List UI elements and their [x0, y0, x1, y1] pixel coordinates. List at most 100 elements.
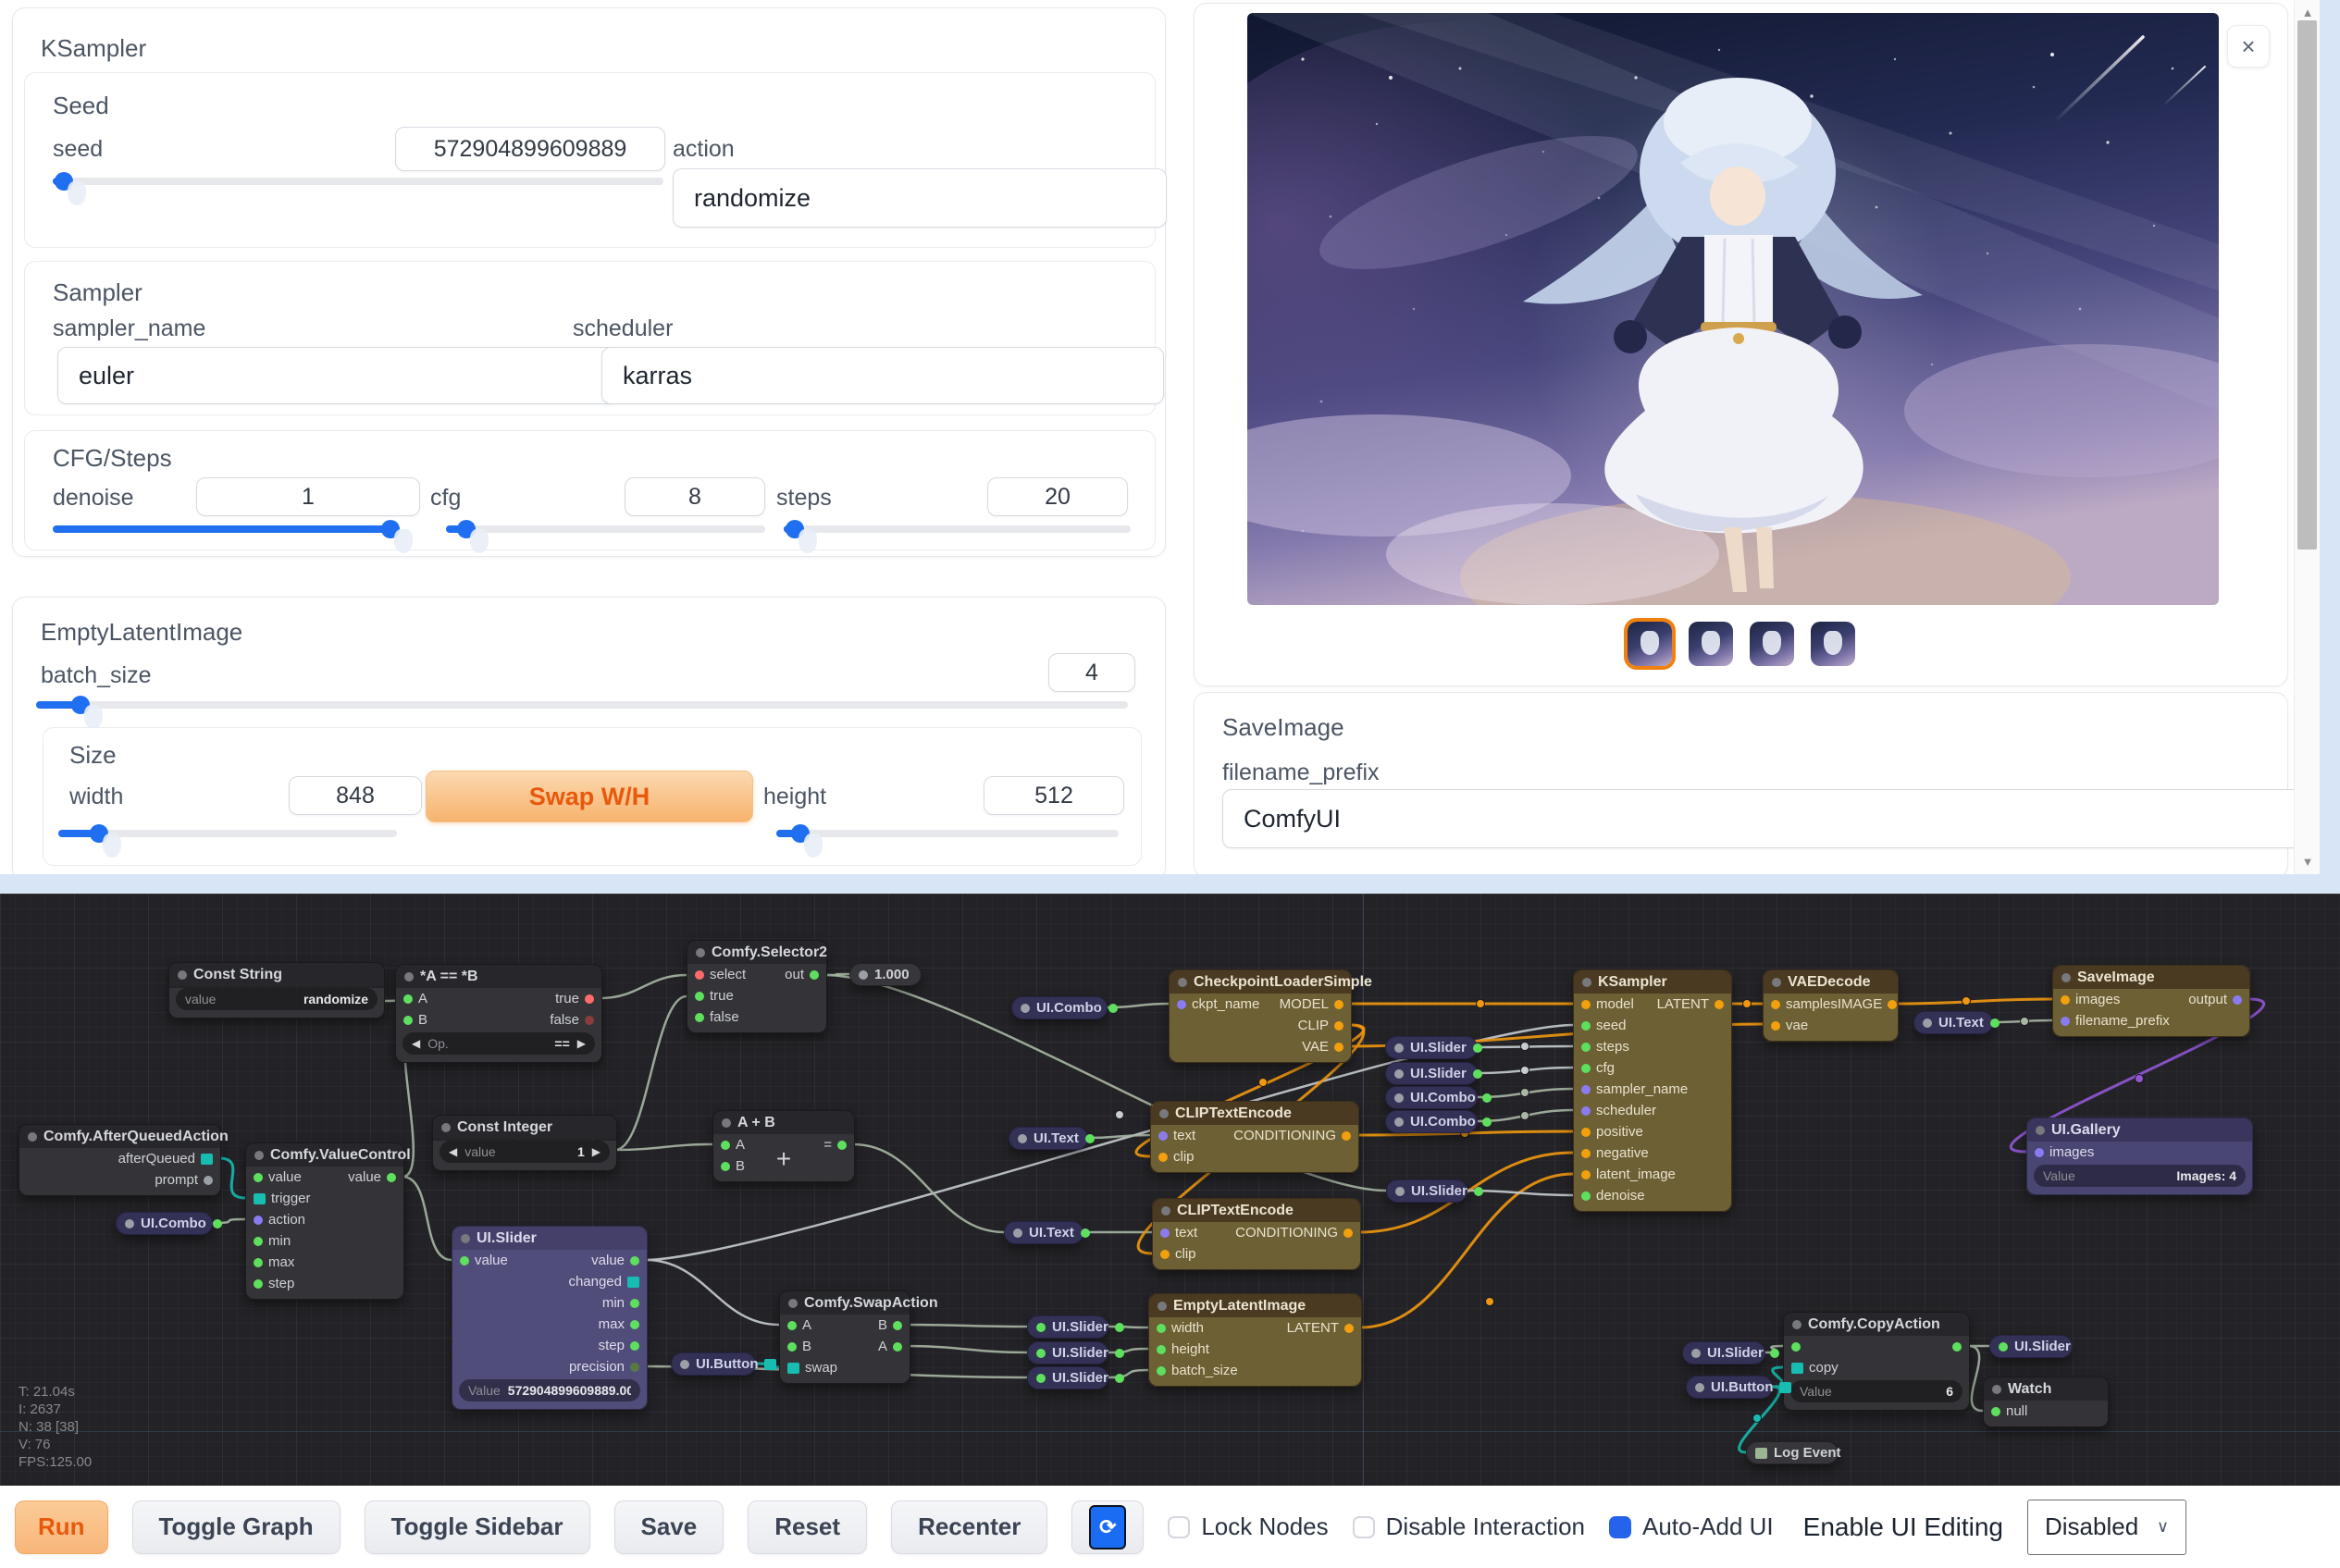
pill-ui-button-swap[interactable]: UI.Button: [671, 1352, 777, 1376]
port-dot[interactable]: [630, 1255, 639, 1266]
collapse-dot[interactable]: [1582, 977, 1591, 987]
port-dot[interactable]: [1160, 1228, 1170, 1238]
pill-ui-slider-m3[interactable]: UI.Slider: [1027, 1366, 1124, 1389]
port-dot[interactable]: [837, 1140, 847, 1150]
port-dot[interactable]: [1581, 999, 1591, 1009]
port-dot[interactable]: [721, 1140, 730, 1150]
action-select[interactable]: randomize: [673, 168, 1167, 228]
port-dot[interactable]: [1157, 1365, 1166, 1376]
port-dot[interactable]: [585, 1015, 594, 1025]
node-copy-action[interactable]: Comfy.CopyAction copy Value 6: [1783, 1312, 1970, 1411]
port-dot[interactable]: [387, 1172, 396, 1182]
port-dot[interactable]: [1779, 1381, 1792, 1393]
pill-ui-slider-copyr[interactable]: UI.Slider: [1989, 1335, 2073, 1358]
close-button[interactable]: ×: [2227, 25, 2270, 68]
seed-input[interactable]: 572904899609889: [395, 127, 665, 171]
collapse-dot[interactable]: [178, 969, 187, 980]
steps-slider[interactable]: [784, 520, 1131, 553]
collapse-dot[interactable]: [1772, 977, 1781, 987]
port-dot[interactable]: [1581, 1127, 1591, 1137]
node-selector2[interactable]: Comfy.Selector2 select out true false: [687, 940, 827, 1033]
cfg-slider[interactable]: [446, 520, 765, 553]
port-dot[interactable]: [1695, 1382, 1704, 1392]
port-dot[interactable]: [1771, 999, 1780, 1009]
collapse-dot[interactable]: [1159, 1108, 1169, 1118]
collapse-dot[interactable]: [696, 947, 705, 957]
reset-button[interactable]: Reset: [748, 1500, 868, 1554]
node-watch[interactable]: Watch null: [1983, 1377, 2109, 1427]
node-empty-latent[interactable]: EmptyLatentImage width LATENT height batch_s…: [1148, 1293, 1362, 1387]
port-dot[interactable]: [254, 1192, 266, 1204]
steps-input[interactable]: 20: [987, 477, 1128, 516]
port-dot[interactable]: [1342, 1130, 1351, 1141]
node-ui-slider-big[interactable]: UI.Slider value value changed min max step prec…: [452, 1226, 648, 1410]
port-dot[interactable]: [125, 1218, 134, 1228]
port-dot[interactable]: [893, 1320, 902, 1330]
node-widget[interactable]: Value Images: 4: [2034, 1165, 2246, 1187]
node-const-string[interactable]: Const String value randomize: [168, 962, 385, 1019]
port-dot[interactable]: [630, 1340, 639, 1351]
port-dot[interactable]: [254, 1236, 263, 1246]
port-dot[interactable]: [1769, 1348, 1779, 1358]
port-dot[interactable]: [1581, 1105, 1591, 1116]
node-graph-canvas[interactable]: T: 21.04s I: 2637 N: 38 [38] V: 76 FPS:125.0…: [0, 894, 2340, 1486]
port-dot[interactable]: [1691, 1348, 1701, 1358]
port-dot[interactable]: [1581, 1084, 1591, 1094]
port-dot[interactable]: [1791, 1341, 1801, 1352]
node-after-queued[interactable]: Comfy.AfterQueuedAction afterQueued prompt: [19, 1124, 229, 1196]
port-dot[interactable]: [810, 969, 819, 980]
port-dot[interactable]: [1036, 1348, 1046, 1358]
node-a-plus-b[interactable]: A + B + A = B: [712, 1110, 855, 1182]
collapse-dot[interactable]: [2036, 1125, 2045, 1135]
height-slider[interactable]: [776, 824, 1119, 858]
port-dot[interactable]: [1013, 1228, 1022, 1238]
lock-nodes-checkbox[interactable]: Lock Nodes: [1168, 1512, 1329, 1541]
port-dot[interactable]: [1343, 1228, 1353, 1238]
collapse-dot[interactable]: [1792, 1319, 1801, 1329]
port-dot[interactable]: [460, 1255, 469, 1266]
port-dot[interactable]: [1581, 1020, 1591, 1031]
port-dot[interactable]: [1334, 1042, 1343, 1052]
port-dot[interactable]: [204, 1175, 213, 1185]
sampler-name-input[interactable]: euler: [57, 347, 618, 404]
collapse-dot[interactable]: [2061, 972, 2071, 982]
port-dot[interactable]: [1157, 1344, 1166, 1354]
collapse-dot[interactable]: [788, 1298, 798, 1308]
pill-ui-text-1[interactable]: UI.Text: [1009, 1127, 1095, 1150]
port-dot[interactable]: [1999, 1341, 2008, 1352]
scrollbar-down-icon[interactable]: ▼: [2301, 855, 2314, 869]
port-dot[interactable]: [630, 1362, 639, 1372]
port-dot[interactable]: [585, 994, 594, 1004]
port-dot[interactable]: [1581, 1148, 1591, 1158]
port-dot[interactable]: [254, 1215, 263, 1225]
pill-ui-slider-b[interactable]: UI.Slider: [1385, 1062, 1482, 1085]
port-dot[interactable]: [1791, 1362, 1803, 1374]
collapse-dot[interactable]: [254, 1150, 264, 1160]
port-dot[interactable]: [787, 1320, 797, 1330]
port-dot[interactable]: [254, 1257, 263, 1267]
port-dot[interactable]: [2035, 1147, 2044, 1157]
port-dot[interactable]: [1080, 1228, 1090, 1238]
port-dot[interactable]: [1771, 1020, 1780, 1031]
pill-ui-slider-m1[interactable]: UI.Slider: [1027, 1315, 1124, 1339]
checkbox-icon[interactable]: [1168, 1515, 1191, 1538]
port-dot[interactable]: [1334, 1020, 1343, 1031]
node-widget[interactable]: Value 6: [1790, 1380, 1962, 1402]
port-dot[interactable]: [787, 1341, 797, 1352]
port-dot[interactable]: [1395, 1186, 1405, 1196]
save-button[interactable]: Save: [613, 1500, 724, 1554]
height-input[interactable]: 512: [984, 776, 1124, 815]
port-dot[interactable]: [2233, 994, 2242, 1005]
collapse-dot[interactable]: [1161, 1205, 1170, 1216]
toggle-graph-button[interactable]: Toggle Graph: [131, 1500, 340, 1554]
pill-ui-slider-m2[interactable]: UI.Slider: [1027, 1341, 1124, 1364]
port-dot[interactable]: [1334, 999, 1343, 1009]
node-widget[interactable]: Value 572904899609889.000: [459, 1379, 640, 1401]
port-dot[interactable]: [1989, 1018, 2000, 1028]
pill-ui-slider-a[interactable]: UI.Slider: [1385, 1036, 1482, 1059]
port-dot[interactable]: [1481, 1093, 1492, 1103]
port-dot[interactable]: [2061, 994, 2070, 1005]
port-dot[interactable]: [1952, 1341, 1962, 1352]
port-dot[interactable]: [1394, 1117, 1404, 1127]
